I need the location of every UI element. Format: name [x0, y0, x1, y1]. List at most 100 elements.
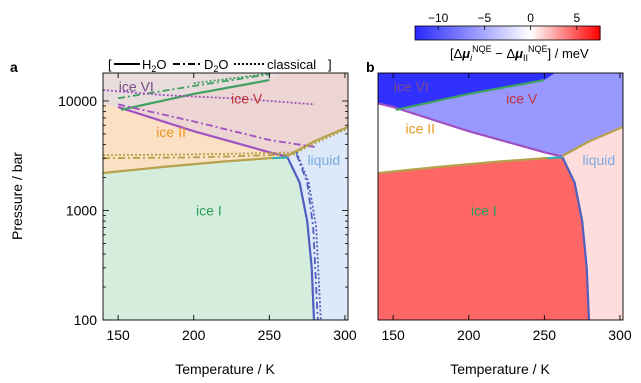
- phase-label-ice-VI: ice VI: [119, 79, 154, 95]
- colorbar-cell: [497, 26, 500, 40]
- legend-label-classical: classical: [267, 57, 316, 72]
- phase-region-ice-VI: [103, 73, 280, 110]
- colorbar-frame: [414, 25, 601, 41]
- colorbar: −10 −5 0 5 [ΔμiNQE − ΔμIINQE] / meV: [414, 11, 601, 63]
- legend-label-d2o: D2O: [204, 57, 229, 74]
- x-tick-label: 150: [381, 327, 405, 343]
- colorbar-cell: [501, 26, 504, 40]
- phase-label-ice-I: ice I: [196, 203, 222, 219]
- colorbar-cell: [583, 26, 587, 40]
- legend-bracket-open: [: [108, 57, 112, 72]
- colorbar-cell: [499, 26, 502, 40]
- phase-label-ice-V: ice V: [231, 91, 263, 107]
- colorbar-cell: [587, 26, 591, 40]
- colorbar-cell: [484, 26, 488, 40]
- colorbar-cell: [536, 26, 539, 40]
- colorbar-cell: [589, 26, 593, 40]
- colorbar-cell: [593, 26, 597, 40]
- legend: [ H2O D2O classical ]: [108, 57, 332, 74]
- colorbar-cell: [443, 26, 447, 40]
- panel-a-x-axis-label: Temperature / K: [175, 361, 275, 377]
- boundary-dotted-line-13: [296, 127, 348, 154]
- panel-a-y-axis-label: Pressure / bar: [9, 152, 25, 240]
- colorbar-cell: [550, 26, 554, 40]
- colorbar-cell: [532, 26, 535, 40]
- colorbar-gradient: [415, 26, 601, 40]
- colorbar-cell: [468, 26, 472, 40]
- colorbar-cell: [573, 26, 576, 40]
- panel-b-frame: [377, 72, 624, 321]
- panel-b: b ice I ice II ice V ice VI liquid 150 200 250…: [366, 59, 632, 377]
- colorbar-cell: [571, 26, 574, 40]
- colorbar-cell: [558, 26, 562, 40]
- colorbar-cell: [552, 26, 556, 40]
- phase-label-liquid: liquid: [307, 152, 340, 168]
- panel-a: a ice I ice II ice V ice VI liquid 150 200 250…: [9, 59, 357, 377]
- colorbar-cell: [563, 26, 566, 40]
- colorbar-cell: [581, 26, 585, 40]
- panel-a-boundaries: [103, 73, 348, 320]
- colorbar-cell: [597, 26, 601, 40]
- colorbar-cell: [464, 26, 467, 40]
- boundary-solid-line-2: [120, 79, 270, 111]
- colorbar-cell: [509, 26, 513, 40]
- colorbar-cell: [491, 26, 494, 40]
- colorbar-cell: [470, 26, 474, 40]
- panel-b-label: b: [366, 59, 375, 75]
- colorbar-cell: [548, 26, 552, 40]
- phase-region-ice-V: [118, 73, 348, 157]
- colorbar-tick-label: 5: [574, 11, 581, 25]
- colorbar-cell: [503, 26, 507, 40]
- colorbar-cell: [579, 26, 583, 40]
- colorbar-cell: [511, 26, 515, 40]
- colorbar-cell: [447, 26, 451, 40]
- boundary-solid-line-5: [286, 156, 316, 320]
- x-tick-label: 250: [533, 327, 557, 343]
- heatmap-region-ice-VI: [378, 73, 555, 110]
- heatmap-region-ice-V: [393, 73, 623, 157]
- colorbar-cell: [466, 26, 470, 40]
- colorbar-cell: [454, 26, 457, 40]
- y-tick-label: 100: [74, 312, 98, 328]
- colorbar-cell: [462, 26, 465, 40]
- colorbar-cell: [435, 26, 439, 40]
- legend-label-h2o: H2O: [142, 57, 167, 74]
- colorbar-cell: [567, 26, 570, 40]
- colorbar-cell: [439, 26, 443, 40]
- panel-a-phase-regions: [103, 73, 348, 320]
- phase-label-liquid: liquid: [582, 152, 615, 168]
- colorbar-cell: [534, 26, 537, 40]
- colorbar-cell: [546, 26, 550, 40]
- colorbar-cell: [495, 26, 498, 40]
- colorbar-cell: [476, 26, 480, 40]
- colorbar-cell: [554, 26, 558, 40]
- colorbar-cell: [423, 26, 426, 40]
- legend-bracket-close: ]: [328, 57, 332, 72]
- colorbar-cell: [478, 26, 482, 40]
- boundary-solid-line-3: [547, 156, 563, 160]
- colorbar-label: [ΔμiNQE − ΔμIINQE] / meV: [450, 44, 589, 63]
- colorbar-cell: [577, 26, 581, 40]
- colorbar-cell: [575, 26, 578, 40]
- colorbar-cell: [421, 26, 424, 40]
- colorbar-cell: [595, 26, 599, 40]
- colorbar-cell: [556, 26, 560, 40]
- panel-b-heatmap: [378, 73, 623, 320]
- boundary-dotted-line-14: [295, 151, 322, 320]
- colorbar-cell: [474, 26, 478, 40]
- panel-b-x-ticks: 150 200 250 300: [381, 73, 632, 343]
- colorbar-tick-label: 0: [527, 11, 534, 25]
- colorbar-cell: [542, 26, 546, 40]
- x-tick-label: 200: [182, 327, 206, 343]
- colorbar-cell: [437, 26, 441, 40]
- boundary-dashdot-line-9: [295, 154, 319, 320]
- colorbar-cell: [513, 26, 517, 40]
- colorbar-cell: [417, 26, 420, 40]
- colorbar-cell: [544, 26, 548, 40]
- heatmap-region-liquid: [562, 126, 623, 320]
- colorbar-cell: [489, 26, 492, 40]
- colorbar-cell: [458, 26, 461, 40]
- boundary-dotted-line-12: [193, 73, 270, 85]
- colorbar-cell: [528, 26, 531, 40]
